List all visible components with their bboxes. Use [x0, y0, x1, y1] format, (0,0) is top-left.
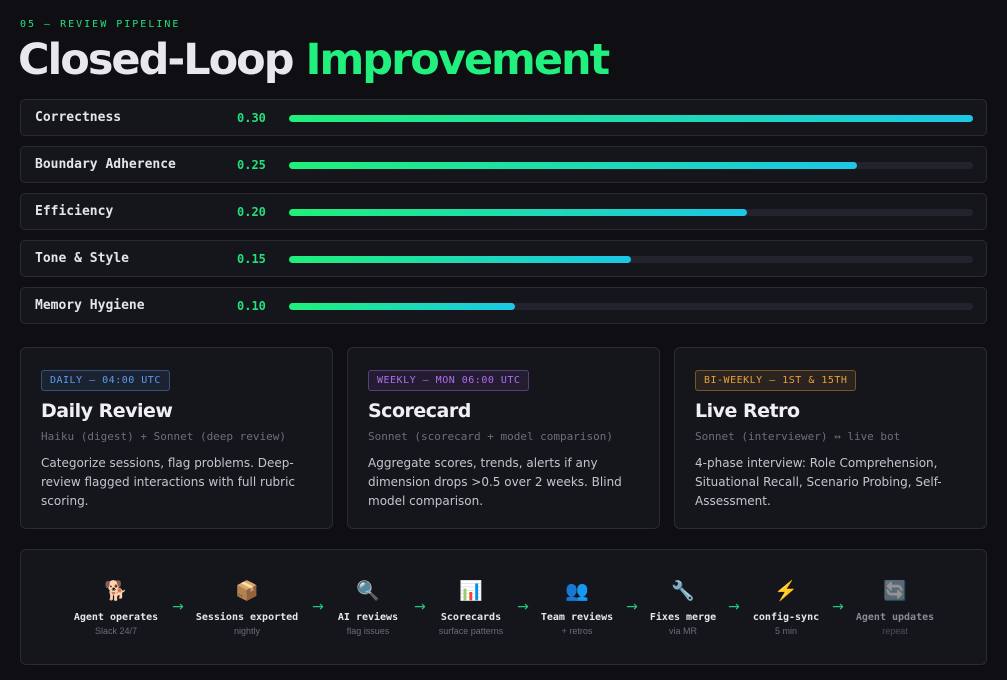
pipeline-step-agent-updates: 🔄 Agent updates repeat [856, 580, 934, 636]
card-title: Live Retro [695, 400, 800, 422]
arrow-right-icon: → [414, 599, 426, 615]
arrow-right-icon: → [517, 599, 529, 615]
bar-chart-icon: 📊 [459, 581, 483, 602]
step-sublabel: + retros [561, 626, 593, 636]
dog-icon: 🐕 [104, 581, 128, 602]
metric-fill [289, 256, 631, 263]
pipeline-step-agent-operates: 🐕 Agent operates Slack 24/7 [74, 580, 158, 636]
card-description: Categorize sessions, flag problems. Deep… [41, 456, 296, 508]
card-description: Aggregate scores, trends, alerts if any … [368, 456, 622, 508]
arrow-right-icon: → [832, 599, 844, 615]
step-label: Scorecards [440, 612, 502, 623]
step-label: Sessions exported [195, 612, 299, 623]
metric-fill [289, 115, 973, 122]
page-title: Closed-Loop Improvement [18, 34, 610, 86]
people-icon: 👥 [565, 581, 589, 602]
arrow-right-icon: → [626, 599, 638, 615]
metric-name: Correctness [35, 110, 122, 125]
metric-name: Tone & Style [35, 251, 129, 266]
card-models: Sonnet (interviewer) ↔ live bot [695, 430, 901, 443]
pipeline-step-fixes-merge: 🔧 Fixes merge via MR [650, 580, 716, 636]
card-live-retro: BI-WEEKLY — 1ST & 15TH Live Retro Sonnet… [674, 347, 987, 529]
card-scorecard: WEEKLY — MON 06:00 UTC Scorecard Sonnet … [347, 347, 660, 529]
step-sublabel: flag issues [346, 626, 390, 636]
metric-track [289, 115, 973, 122]
step-label: Agent operates [73, 612, 159, 623]
step-label: AI reviews [337, 612, 399, 623]
metric-fill [289, 303, 515, 310]
metric-track [289, 209, 973, 216]
step-sublabel: nightly [233, 626, 261, 636]
metric-row-correctness: Correctness 0.30 [20, 99, 987, 136]
card-models: Sonnet (scorecard + model comparison) [368, 430, 614, 443]
card-models: Haiku (digest) + Sonnet (deep review) [41, 430, 287, 443]
arrow-right-icon: → [312, 599, 324, 615]
metric-row-efficiency: Efficiency 0.20 [20, 193, 987, 230]
metric-row-tone-style: Tone & Style 0.15 [20, 240, 987, 277]
card-title: Daily Review [41, 400, 173, 422]
metric-fill [289, 162, 857, 169]
pipeline-step-ai-reviews: 🔍 AI reviews flag issues [338, 580, 398, 636]
arrow-right-icon: → [172, 599, 184, 615]
metric-row-memory-hygiene: Memory Hygiene 0.10 [20, 287, 987, 324]
step-sublabel: Slack 24/7 [94, 626, 138, 636]
title-part-1: Closed-Loop [18, 35, 294, 85]
step-label: Agent updates [855, 612, 935, 623]
title-part-2: Improvement [305, 35, 610, 85]
step-sublabel: repeat [882, 626, 908, 636]
card-daily-review: DAILY — 04:00 UTC Daily Review Haiku (di… [20, 347, 333, 529]
step-label: Team reviews [540, 612, 614, 623]
step-sublabel: surface patterns [438, 626, 504, 636]
section-eyebrow: 05 — REVIEW PIPELINE [20, 19, 181, 30]
card-description: 4-phase interview: Role Comprehension, S… [695, 456, 942, 508]
metric-name: Memory Hygiene [35, 298, 145, 313]
pipeline-step-sessions-exported: 📦 Sessions exported nightly [196, 580, 298, 636]
arrow-right-icon: → [728, 599, 740, 615]
metric-track [289, 162, 973, 169]
repeat-icon: 🔄 [883, 581, 907, 602]
review-cadence-cards: DAILY — 04:00 UTC Daily Review Haiku (di… [20, 347, 987, 529]
card-title: Scorecard [368, 400, 471, 422]
step-sublabel: via MR [668, 626, 698, 636]
package-icon: 📦 [235, 581, 259, 602]
schedule-badge: BI-WEEKLY — 1ST & 15TH [695, 370, 857, 391]
pipeline-step-team-reviews: 👥 Team reviews + retros [541, 580, 613, 636]
schedule-badge: DAILY — 04:00 UTC [41, 370, 170, 391]
schedule-badge: WEEKLY — MON 06:00 UTC [368, 370, 530, 391]
wrench-icon: 🔧 [671, 581, 695, 602]
magnifier-icon: 🔍 [356, 581, 380, 602]
metric-value: 0.30 [237, 111, 266, 125]
lightning-icon: ⚡ [774, 581, 798, 602]
pipeline-step-config-sync: ⚡ config-sync 5 min [753, 580, 819, 636]
metric-track [289, 256, 973, 263]
metric-value: 0.20 [237, 205, 266, 219]
step-label: config-sync [752, 612, 820, 623]
metric-fill [289, 209, 748, 216]
metric-value: 0.15 [237, 252, 266, 266]
pipeline-flow: 🐕 Agent operates Slack 24/7 → 📦 Sessions… [20, 549, 987, 665]
pipeline-step-scorecards: 📊 Scorecards surface patterns [439, 580, 504, 636]
metrics-list: Correctness 0.30 Boundary Adherence 0.25… [20, 99, 987, 334]
metric-name: Efficiency [35, 204, 114, 219]
metric-value: 0.25 [237, 158, 266, 172]
metric-value: 0.10 [237, 299, 266, 313]
metric-row-boundary-adherence: Boundary Adherence 0.25 [20, 146, 987, 183]
metric-track [289, 303, 973, 310]
metric-name: Boundary Adherence [35, 157, 176, 172]
step-label: Fixes merge [649, 612, 717, 623]
step-sublabel: 5 min [774, 626, 798, 636]
